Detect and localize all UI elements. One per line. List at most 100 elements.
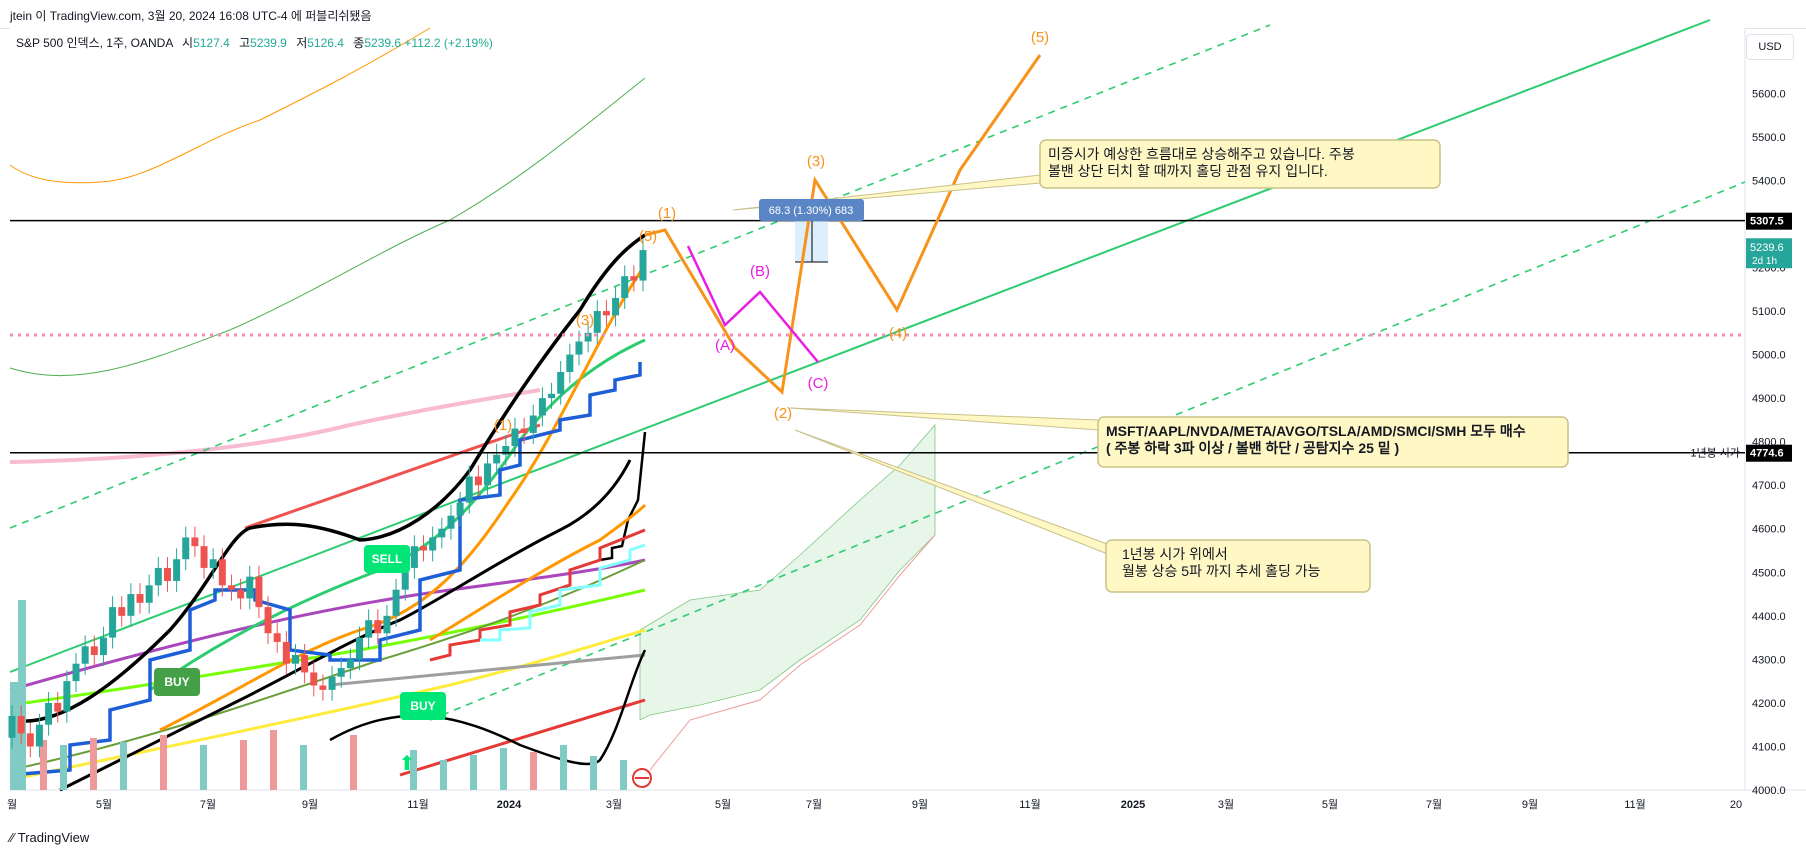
wave-label-orange: (3) xyxy=(807,153,825,170)
signal-text: BUY xyxy=(164,675,189,689)
x-tick-label: 5월 xyxy=(715,798,731,811)
annotation-box xyxy=(1097,416,1569,468)
candle-body xyxy=(227,585,235,590)
candle-body xyxy=(191,537,199,547)
wave-label-magenta: (C) xyxy=(808,375,829,392)
candle-body xyxy=(392,589,400,616)
brand-name: TradingView xyxy=(17,830,90,845)
candle-body xyxy=(63,681,71,712)
x-tick-label: 3월 xyxy=(606,798,622,811)
open-value: 5127.4 xyxy=(193,36,230,50)
candle-body xyxy=(575,341,583,355)
time-axis[interactable]: 월 5월 7월 9월 11월 2024 3월 5월 7월 9월 11월 2025 3월 5월 7월 9월 11월… xyxy=(7,798,1742,811)
x-tick-label: 7월 xyxy=(1426,798,1442,811)
x-tick-label: 7월 xyxy=(200,798,216,811)
annotation-text: 볼밴 상단 터치 할 때까지 홀딩 관점 유지 입니다. xyxy=(1048,163,1328,179)
red-trend-line xyxy=(244,423,541,530)
candle-body xyxy=(81,646,89,664)
gray-moving-average xyxy=(329,653,646,687)
candle-body xyxy=(72,663,80,682)
y-tick-label: 4900.0 xyxy=(1752,393,1786,405)
y-tick-label: 5100.0 xyxy=(1752,306,1786,318)
publish-info: jtein 이 TradingView.com, 3월 20, 2024 16:… xyxy=(10,9,372,23)
candle-body xyxy=(612,297,620,316)
wave-label-orange: (4) xyxy=(889,325,907,342)
pink-moving-average xyxy=(9,388,541,464)
candle-body xyxy=(538,398,546,416)
magenta-correction-wave xyxy=(686,245,819,363)
annotation-text: MSFT/AAPL/NVDA/META/AVGO/TSLA/AMD/SMCI/S… xyxy=(1106,423,1526,439)
candle-body xyxy=(383,615,391,634)
candle-body xyxy=(209,559,217,568)
close-value: 5239.6 xyxy=(364,36,402,50)
level-price-tag: 5307.5 xyxy=(1750,216,1784,228)
red-step-ma xyxy=(429,528,646,662)
x-tick-label: 11월 xyxy=(1624,798,1646,811)
candle-body xyxy=(246,576,254,599)
x-tick-label: 월 xyxy=(7,798,17,811)
y-tick-label: 4700.0 xyxy=(1752,480,1786,492)
candle-body xyxy=(35,724,43,747)
candlestick-series xyxy=(8,239,647,758)
x-tick-label: 20 xyxy=(1730,799,1742,811)
annotation-box xyxy=(1039,139,1441,189)
x-tick-label: 11월 xyxy=(1019,798,1041,811)
candle-body xyxy=(45,702,53,725)
y-tick-label: 4300.0 xyxy=(1752,654,1786,666)
orange-lower-ma xyxy=(429,503,647,642)
price-tags: 5307.5 5239.6 2d 1h 4774.6 1년봉 시가 xyxy=(1690,212,1792,462)
candle-body xyxy=(301,655,309,673)
candle-body xyxy=(282,641,290,664)
channel-line-dashed-lower xyxy=(429,181,1746,721)
candle-body xyxy=(374,620,382,634)
x-tick-label: 5월 xyxy=(96,798,112,811)
black-ma-lower xyxy=(599,431,647,562)
x-tick-label: 2025 xyxy=(1121,799,1145,811)
candle-body xyxy=(548,393,556,399)
candle-body xyxy=(465,476,473,503)
y-tick-label: 4600.0 xyxy=(1752,524,1786,536)
candle-body xyxy=(630,276,638,281)
level-price-tag-name: 1년봉 시가 xyxy=(1690,447,1740,460)
elliott-wave-labels: (1)(3)(5)(1)(2)(3)(4)(5)(A)(B)(C) xyxy=(494,29,1049,434)
candle-body xyxy=(566,354,574,372)
candle-body xyxy=(163,567,171,581)
candle-body xyxy=(8,715,16,738)
tradingview-brand[interactable]: ⁄⁄ TradingView xyxy=(10,830,89,845)
candle-body xyxy=(410,546,418,568)
signal-badge xyxy=(154,668,200,696)
y-tick-label: 5500.0 xyxy=(1752,132,1786,144)
candle-body xyxy=(99,637,107,656)
candle-body xyxy=(264,607,272,634)
candle-body xyxy=(639,250,647,281)
annotation-text: 미증시가 예상한 흐름대로 상승해주고 있습니다. 주봉 xyxy=(1048,146,1355,162)
candle-body xyxy=(182,537,190,560)
cyan-step-ma xyxy=(480,543,646,642)
price-axis[interactable]: 5700.05600.05500.05400.05300.05200.05100… xyxy=(1752,45,1786,797)
candle-body xyxy=(365,620,373,638)
y-tick-label: 5600.0 xyxy=(1752,88,1786,100)
y-tick-label: 4100.0 xyxy=(1752,741,1786,753)
candle-body xyxy=(584,332,592,342)
candle-body xyxy=(54,702,62,712)
candle-body xyxy=(429,537,437,551)
annotation-text: ( 주봉 하락 3파 이상 / 볼밴 하단 / 공탐지수 25 밑 ) xyxy=(1106,440,1399,456)
candle-body xyxy=(255,576,263,608)
symbol-name: S&P 500 인덱스, 1주, OANDA xyxy=(16,36,173,50)
orange-envelope-line xyxy=(9,27,431,184)
open-label: 시 xyxy=(182,36,194,50)
candle-body xyxy=(401,567,409,590)
candle-body xyxy=(621,276,629,298)
close-label: 종 xyxy=(353,36,365,50)
annotation-box xyxy=(1105,539,1371,593)
candle-body xyxy=(154,567,162,586)
currency-button[interactable]: USD xyxy=(1746,34,1794,60)
last-price-tag: 5239.6 xyxy=(1750,242,1784,254)
candle-body xyxy=(529,415,537,433)
candle-body xyxy=(173,559,181,581)
x-tick-label: 3월 xyxy=(1218,798,1234,811)
plot-area[interactable] xyxy=(10,28,1745,790)
candle-body xyxy=(557,371,565,394)
ichimoku-cloud xyxy=(639,423,936,721)
